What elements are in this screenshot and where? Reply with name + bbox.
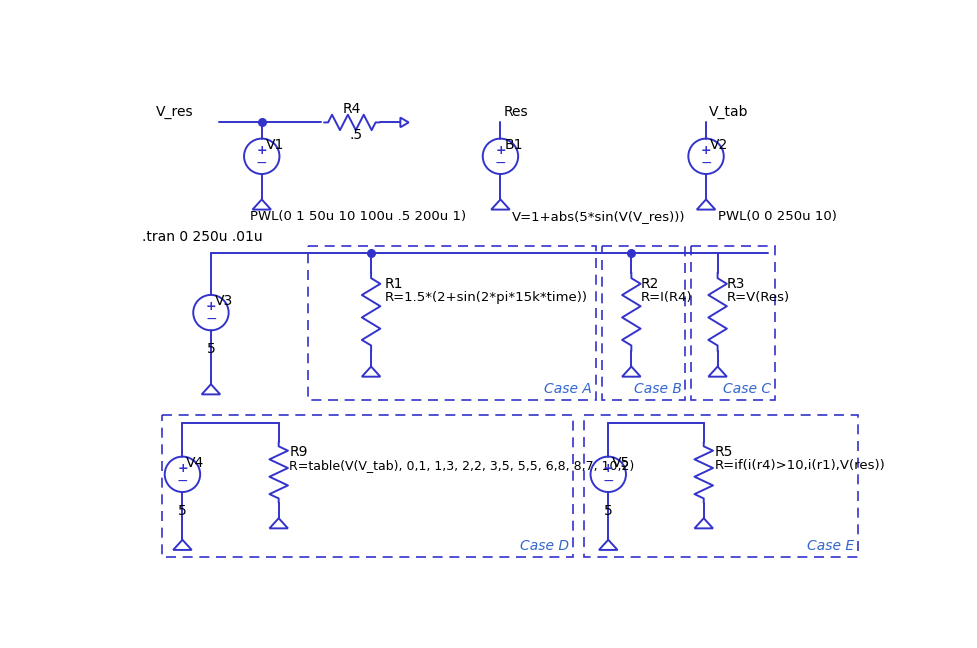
Text: R=table(V(V_tab), 0,1, 1,3, 2,2, 3,5, 5,5, 6,8, 8,7, 10,2): R=table(V(V_tab), 0,1, 1,3, 2,2, 3,5, 5,… — [289, 459, 634, 472]
Text: −: − — [494, 156, 506, 170]
Text: Case D: Case D — [520, 539, 569, 553]
Text: V3: V3 — [215, 294, 233, 308]
Text: V2: V2 — [709, 138, 728, 152]
Text: .5: .5 — [349, 128, 361, 142]
Text: Case A: Case A — [543, 382, 591, 396]
Text: R9: R9 — [289, 445, 308, 459]
Text: R5: R5 — [714, 445, 732, 459]
Text: −: − — [602, 474, 614, 487]
Text: V1: V1 — [266, 138, 283, 152]
Text: Case E: Case E — [806, 539, 853, 553]
Text: Case B: Case B — [633, 382, 681, 396]
Text: R1: R1 — [385, 277, 404, 291]
Bar — [308, 246, 595, 400]
Text: B1: B1 — [504, 138, 523, 152]
Text: Case C: Case C — [723, 382, 771, 396]
Text: .tran 0 250u .01u: .tran 0 250u .01u — [142, 230, 262, 244]
Text: V_tab: V_tab — [708, 105, 747, 119]
Text: V5: V5 — [612, 456, 630, 470]
Text: 5: 5 — [603, 503, 612, 518]
Text: +: + — [494, 144, 505, 157]
Text: V=1+abs(5*sin(V(V_res))): V=1+abs(5*sin(V(V_res))) — [512, 210, 685, 223]
Text: +: + — [256, 144, 267, 157]
Text: PWL(0 0 250u 10): PWL(0 0 250u 10) — [717, 210, 835, 223]
Text: −: − — [700, 156, 711, 170]
Text: R=1.5*(2+sin(2*pi*15k*time)): R=1.5*(2+sin(2*pi*15k*time)) — [385, 292, 587, 305]
Text: PWL(0 1 50u 10 100u .5 200u 1): PWL(0 1 50u 10 100u .5 200u 1) — [250, 210, 466, 223]
Text: +: + — [205, 300, 216, 313]
Text: −: − — [177, 474, 188, 487]
Bar — [583, 415, 857, 557]
Text: −: − — [256, 156, 268, 170]
Bar — [602, 246, 685, 400]
Text: R=V(Res): R=V(Res) — [726, 292, 789, 305]
Text: R4: R4 — [342, 102, 361, 115]
Bar — [691, 246, 775, 400]
Text: R=if(i(r4)>10,i(r1),V(res)): R=if(i(r4)>10,i(r1),V(res)) — [714, 459, 884, 472]
Text: R2: R2 — [640, 277, 658, 291]
Text: +: + — [603, 461, 613, 474]
Text: R=I(R4): R=I(R4) — [640, 292, 692, 305]
Text: R3: R3 — [726, 277, 744, 291]
Text: V_res: V_res — [156, 106, 193, 119]
Text: 5: 5 — [206, 342, 215, 356]
Bar — [161, 415, 573, 557]
Text: −: − — [205, 312, 217, 326]
Text: +: + — [700, 144, 710, 157]
Text: 5: 5 — [178, 503, 187, 518]
Text: Res: Res — [503, 106, 528, 119]
Text: +: + — [177, 461, 188, 474]
Text: V4: V4 — [186, 456, 204, 470]
